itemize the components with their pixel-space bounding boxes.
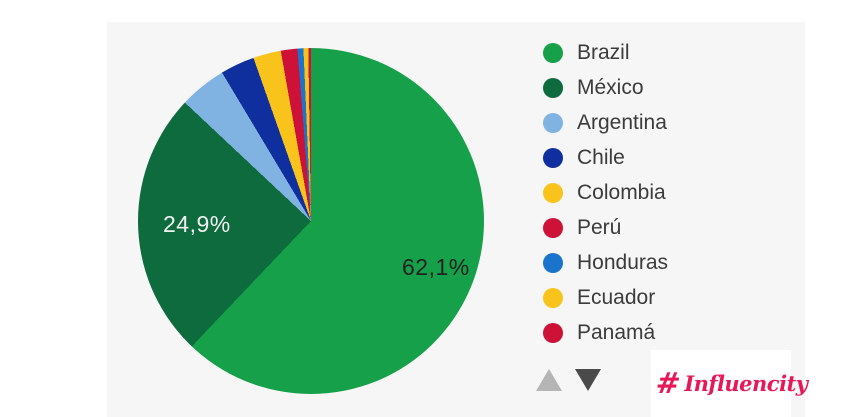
pie-chart[interactable] [138, 48, 484, 394]
legend-scroll-up-icon[interactable] [536, 369, 562, 391]
legend-pager [536, 369, 601, 391]
legend-color-dot [543, 252, 563, 273]
legend-color-dot [543, 112, 563, 133]
legend-color-dot [543, 287, 563, 308]
legend-color-dot [543, 217, 563, 238]
legend-color-dot [543, 182, 563, 203]
legend-item-label: Panamá [577, 320, 656, 344]
legend-item[interactable]: Honduras [543, 245, 668, 280]
legend-color-dot [543, 77, 563, 98]
legend-item-label: Argentina [577, 110, 667, 134]
slice-label-brazil: 62,1% [402, 254, 470, 280]
legend-item[interactable]: México [543, 70, 668, 105]
hashtag-icon: # [653, 365, 683, 400]
legend-item-label: Chile [577, 145, 625, 169]
legend-item-label: Honduras [577, 250, 669, 274]
legend: Brazil México Argentina Chile Colombia Perú Ho… [543, 35, 668, 350]
legend-color-dot [543, 322, 563, 343]
legend-item-label: México [577, 75, 644, 99]
legend-color-dot [543, 42, 563, 63]
legend-color-dot [543, 147, 563, 168]
slice-label-mexico: 24,9% [163, 211, 231, 237]
influencity-logo: # Influencity [651, 350, 808, 417]
legend-item[interactable]: Argentina [543, 105, 668, 140]
legend-item[interactable]: Chile [543, 140, 668, 175]
legend-scroll-down-icon[interactable] [575, 369, 601, 391]
legend-item[interactable]: Ecuador [543, 280, 668, 315]
legend-item-label: Ecuador [577, 285, 656, 309]
legend-item-label: Perú [577, 215, 622, 239]
legend-item-label: Colombia [577, 180, 666, 204]
legend-item[interactable]: Panamá [543, 315, 668, 350]
legend-item[interactable]: Perú [543, 210, 668, 245]
legend-item[interactable]: Brazil [543, 35, 668, 70]
legend-item[interactable]: Colombia [543, 175, 668, 210]
legend-item-label: Brazil [577, 40, 630, 64]
logo-text: Influencity [684, 371, 808, 396]
